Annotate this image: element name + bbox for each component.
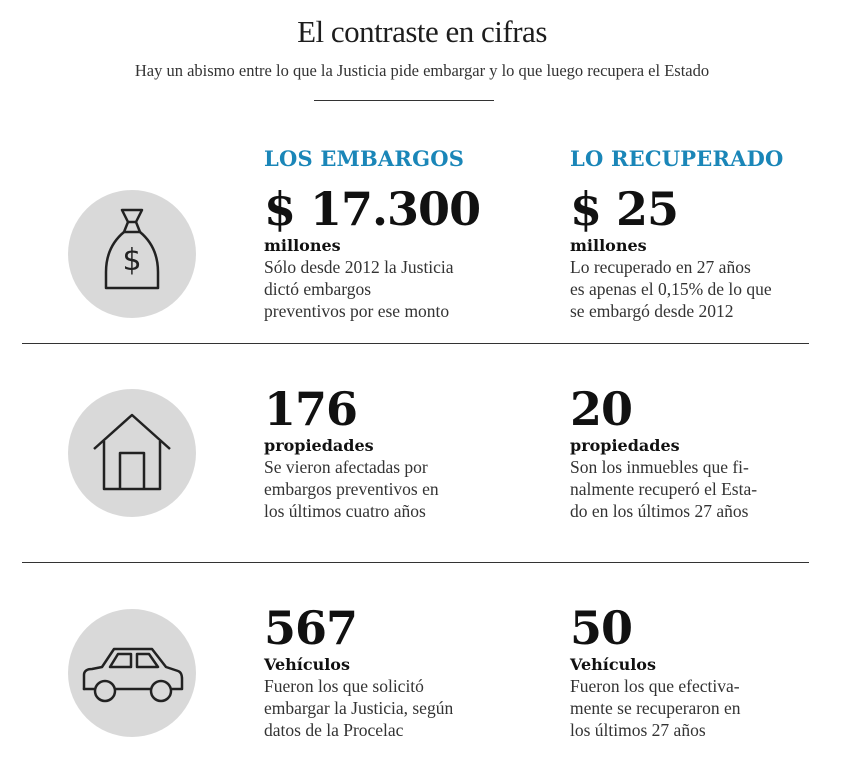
house-circle xyxy=(68,389,196,517)
row-divider xyxy=(22,562,809,563)
desc-line: Se vieron afectadas por xyxy=(264,457,428,477)
stat-unit: millones xyxy=(264,236,341,255)
page-title: El contraste en cifras xyxy=(297,14,547,49)
car-circle xyxy=(68,609,196,737)
row-divider xyxy=(22,343,809,344)
stat-unit: Vehículos xyxy=(570,655,656,674)
house-icon xyxy=(93,413,171,491)
stat-unit: millones xyxy=(570,236,647,255)
stat-description: Se vieron afectadas por embargos prevent… xyxy=(264,456,514,522)
stat-value: 20 xyxy=(570,382,633,436)
desc-line: los últimos 27 años xyxy=(570,720,706,740)
car-icon xyxy=(82,647,184,703)
desc-line: nalmente recuperó el Esta- xyxy=(570,479,758,499)
stat-recuperado-properties: 20 propiedades Son los inmuebles que fi-… xyxy=(570,386,820,522)
money-bag-icon: $ xyxy=(104,208,160,290)
money-bag-circle: $ xyxy=(68,190,196,318)
stat-description: Lo recuperado en 27 años es apenas el 0,… xyxy=(570,256,820,322)
desc-line: mente se recuperaron en xyxy=(570,698,741,718)
stat-description: Fueron los que solicitó embargar la Just… xyxy=(264,675,514,741)
desc-line: Fueron los que solicitó xyxy=(264,676,424,696)
desc-line: embargar la Justicia, según xyxy=(264,698,454,718)
desc-line: Fueron los que efectiva- xyxy=(570,676,740,696)
stat-unit: Vehículos xyxy=(264,655,350,674)
desc-line: es apenas el 0,15% de lo que xyxy=(570,279,772,299)
desc-line: Son los inmuebles que fi- xyxy=(570,457,749,477)
desc-line: preventivos por ese monto xyxy=(264,301,450,321)
svg-text:$: $ xyxy=(122,243,141,278)
stat-description: Sólo desde 2012 la Justicia dictó embarg… xyxy=(264,256,514,322)
desc-line: los últimos cuatro años xyxy=(264,501,426,521)
desc-line: Lo recuperado en 27 años xyxy=(570,257,751,277)
stat-recuperado-vehicles: 50 Vehículos Fueron los que efectiva- me… xyxy=(570,605,820,741)
page-subtitle: Hay un abismo entre lo que la Justicia p… xyxy=(134,61,710,80)
stat-description: Fueron los que efectiva- mente se recupe… xyxy=(570,675,820,741)
title-divider xyxy=(314,100,494,101)
stat-description: Son los inmuebles que fi- nalmente recup… xyxy=(570,456,820,522)
desc-line: se embargó desde 2012 xyxy=(570,301,734,321)
stat-value: $ 17.300 xyxy=(264,182,481,236)
stat-value: 176 xyxy=(264,382,358,436)
desc-line: dictó embargos xyxy=(264,279,372,299)
stat-value: $ 25 xyxy=(570,182,679,236)
column-header-recuperado: LO RECUPERADO xyxy=(570,146,784,171)
stat-embargo-properties: 176 propiedades Se vieron afectadas por … xyxy=(264,386,514,522)
stat-value: 567 xyxy=(264,601,358,655)
stat-embargo-money: $ 17.300 millones Sólo desde 2012 la Jus… xyxy=(264,186,514,322)
desc-line: embargos preventivos en xyxy=(264,479,439,499)
desc-line: Sólo desde 2012 la Justicia xyxy=(264,257,454,277)
stat-embargo-vehicles: 567 Vehículos Fueron los que solicitó em… xyxy=(264,605,514,741)
column-header-embargos: LOS EMBARGOS xyxy=(264,146,465,171)
desc-line: datos de la Procelac xyxy=(264,720,404,740)
desc-line: do en los últimos 27 años xyxy=(570,501,749,521)
stat-value: 50 xyxy=(570,601,633,655)
stat-unit: propiedades xyxy=(264,436,374,455)
stat-recuperado-money: $ 25 millones Lo recuperado en 27 años e… xyxy=(570,186,820,322)
stat-unit: propiedades xyxy=(570,436,680,455)
